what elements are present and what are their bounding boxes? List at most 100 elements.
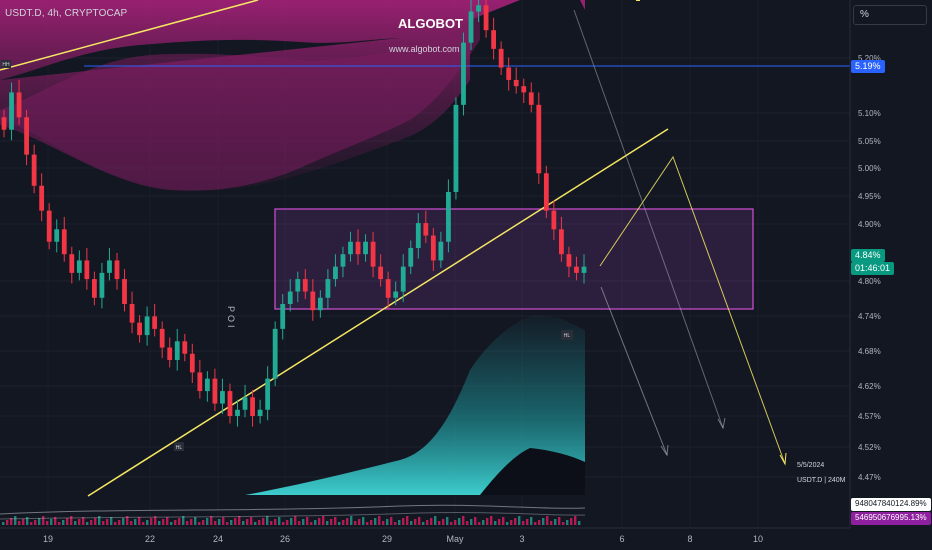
- volume-bar: [278, 517, 281, 525]
- candle-body: [189, 353, 195, 373]
- percent-scale-button[interactable]: %: [853, 5, 927, 25]
- candle-body: [152, 316, 158, 329]
- candle-body: [1, 117, 7, 130]
- candle-body: [84, 260, 90, 280]
- candle-body: [69, 254, 75, 273]
- volume-bar: [566, 520, 569, 525]
- candle-body: [174, 341, 180, 360]
- volume-bar: [54, 517, 57, 525]
- volume-bar: [346, 518, 349, 525]
- x-tick-label: 8: [687, 534, 692, 544]
- y-tick-label: 4.90%: [858, 220, 881, 229]
- volume-bar: [86, 522, 89, 525]
- volume-bar: [578, 521, 581, 525]
- volume-bar: [146, 520, 149, 525]
- volume-bar: [326, 521, 329, 525]
- candle-body: [227, 391, 233, 416]
- candle-body: [16, 92, 22, 118]
- volume-bar: [334, 517, 337, 525]
- candle-body: [498, 48, 504, 68]
- volume-bar: [238, 516, 241, 525]
- candle-body: [559, 229, 564, 255]
- demand-zone: [274, 208, 754, 310]
- candle-body: [333, 266, 338, 280]
- volume-bar: [546, 516, 549, 525]
- candle-body: [400, 266, 406, 292]
- volume-bar: [410, 521, 413, 525]
- candle-body: [446, 191, 451, 242]
- volume-bar: [466, 521, 469, 525]
- support-cloud-core: [480, 448, 585, 495]
- volume-bar: [170, 522, 173, 525]
- note-volume: USDT.D | 240M: [797, 477, 846, 484]
- volume-bar: [246, 519, 249, 525]
- volume-bar: [570, 518, 573, 525]
- volume-bar: [406, 516, 409, 525]
- x-tick-label: 10: [753, 534, 763, 544]
- support-cloud: [245, 315, 585, 495]
- candle-body: [543, 173, 549, 211]
- candle-body: [566, 254, 572, 267]
- last-price-tag: 4.84%: [851, 249, 885, 262]
- volume-bar: [218, 519, 221, 525]
- volume-bar: [554, 519, 557, 525]
- candle-body: [340, 254, 346, 267]
- candle-body: [491, 30, 497, 49]
- volume-bar: [414, 519, 417, 525]
- volume-bar: [354, 521, 357, 525]
- volume-bar: [530, 517, 533, 525]
- y-tick-label: 4.52%: [858, 443, 881, 452]
- volume-bar: [422, 522, 425, 525]
- projection-path: [599, 155, 786, 465]
- volume-bar: [522, 521, 525, 525]
- volume-bar: [514, 518, 517, 525]
- candle-body: [257, 409, 263, 416]
- candle-body: [468, 11, 474, 43]
- hl-label-right-text: HL: [564, 333, 571, 339]
- candle-body: [242, 397, 248, 410]
- y-tick-label: 5.00%: [858, 164, 881, 173]
- volume-bar: [350, 516, 353, 525]
- volume-bar: [498, 519, 501, 525]
- volume-bar: [142, 522, 145, 525]
- candle-body: [212, 378, 218, 404]
- symbol-title[interactable]: USDT.D, 4h, CRYPTOCAP: [5, 8, 128, 19]
- volume-bar: [470, 519, 473, 525]
- volume-bar: [358, 519, 361, 525]
- x-tick-label: May: [446, 534, 464, 544]
- x-tick-label: 3: [519, 534, 524, 544]
- candle-body: [423, 223, 429, 236]
- volume-bar: [366, 522, 369, 525]
- candle-body: [280, 303, 286, 329]
- candle-body: [91, 279, 97, 298]
- volume-bar: [558, 517, 561, 525]
- candle-body: [302, 279, 308, 292]
- candle-body: [61, 229, 67, 255]
- x-tick-label: 24: [213, 534, 223, 544]
- volume-bar: [370, 520, 373, 525]
- candle-body: [235, 409, 240, 416]
- candle-body: [272, 328, 278, 379]
- y-tick-label: 4.57%: [858, 412, 881, 421]
- candle-body: [204, 378, 210, 392]
- volume-bar: [38, 518, 41, 525]
- candle-body: [513, 79, 519, 87]
- volume-bar: [402, 518, 405, 525]
- x-tick-label: 26: [280, 534, 290, 544]
- volume-bar: [198, 522, 201, 525]
- volume-bar: [6, 520, 9, 525]
- volume-bar: [270, 521, 273, 525]
- volume-bar: [362, 517, 365, 525]
- volume-bar: [446, 517, 449, 525]
- volume-bar: [102, 521, 105, 525]
- volume-bar: [314, 520, 317, 525]
- candle-body: [54, 229, 60, 242]
- volume-bar: [130, 521, 133, 525]
- volume-bar: [30, 522, 33, 525]
- volume-bar: [450, 522, 453, 525]
- volume-bar: [534, 522, 537, 525]
- volume-bar: [474, 517, 477, 525]
- volume-bar: [342, 520, 345, 525]
- volume-bar: [330, 519, 333, 525]
